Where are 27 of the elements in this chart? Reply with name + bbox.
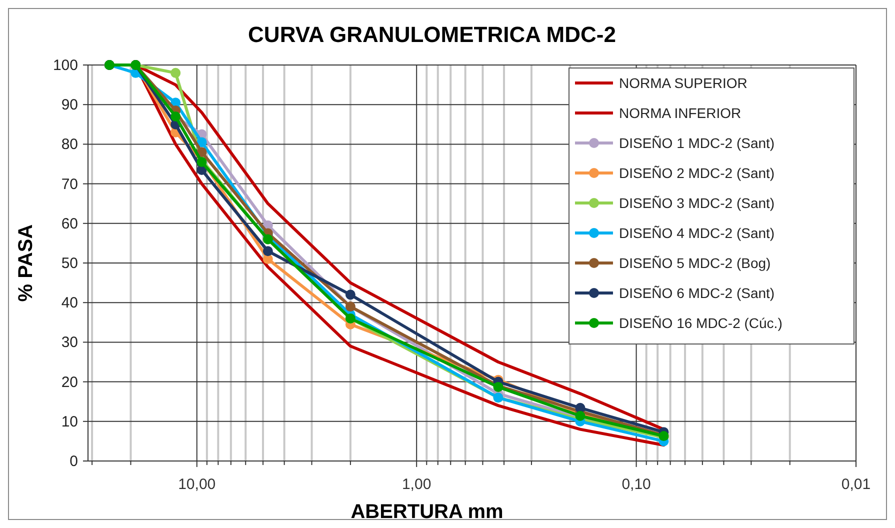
y-tick-label: 80 (61, 136, 78, 154)
y-tick-label: 10 (61, 413, 78, 430)
y-axis-title: % PASA (15, 224, 37, 302)
y-tick-label: 50 (61, 255, 78, 272)
legend-label: DISEÑO 6 MDC-2 (Sant) (619, 285, 775, 301)
x-tick-label: 1,00 (402, 476, 432, 493)
y-tick-label: 90 (61, 96, 78, 114)
y-tick-label: 40 (61, 294, 78, 312)
x-tick-label: 0,01 (841, 476, 871, 493)
legend-label: DISEÑO 16 MDC-2 (Cúc.) (619, 315, 782, 331)
legend-label: DISEÑO 4 MDC-2 (Sant) (619, 225, 775, 241)
chart-title: CURVA GRANULOMETRICA MDC-2 (248, 22, 616, 47)
y-tick-label: 100 (52, 57, 78, 74)
y-tick-label: 70 (61, 176, 78, 193)
x-axis-title: ABERTURA mm (350, 501, 504, 523)
x-tick-label: 0,10 (622, 476, 651, 493)
legend-label: DISEÑO 2 MDC-2 (Sant) (619, 165, 775, 181)
y-tick-label: 20 (61, 374, 78, 391)
legend-label: DISEÑO 5 MDC-2 (Bog) (619, 255, 771, 271)
legend-label: DISEÑO 3 MDC-2 (Sant) (619, 195, 775, 211)
legend-label: NORMA SUPERIOR (619, 75, 748, 91)
x-tick-label: 10,00 (178, 476, 216, 493)
legend-label: DISEÑO 1 MDC-2 (Sant) (619, 135, 775, 151)
y-tick-label: 60 (61, 215, 78, 232)
y-tick-label: 0 (70, 453, 78, 470)
legend-label: NORMA INFERIOR (619, 105, 742, 121)
y-tick-label: 30 (61, 334, 78, 352)
